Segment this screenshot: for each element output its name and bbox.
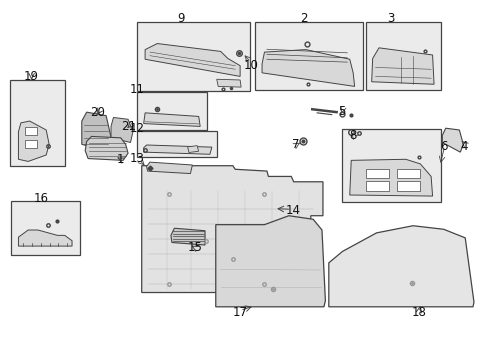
- Bar: [343, 129, 441, 202]
- Bar: [25, 140, 37, 148]
- Polygon shape: [142, 166, 324, 293]
- Bar: [11, 202, 80, 255]
- Text: 19: 19: [24, 70, 39, 83]
- Polygon shape: [442, 128, 463, 152]
- Polygon shape: [216, 216, 325, 307]
- Text: 9: 9: [177, 12, 184, 25]
- Bar: [137, 22, 250, 91]
- Polygon shape: [147, 162, 193, 174]
- Polygon shape: [329, 226, 474, 307]
- Polygon shape: [144, 145, 212, 154]
- Text: 21: 21: [122, 120, 137, 133]
- Text: 15: 15: [188, 241, 203, 255]
- Bar: [255, 22, 363, 90]
- Text: 20: 20: [91, 106, 105, 120]
- Text: 17: 17: [233, 306, 247, 319]
- Polygon shape: [19, 121, 49, 161]
- Polygon shape: [145, 44, 240, 76]
- Polygon shape: [350, 159, 433, 196]
- Polygon shape: [372, 48, 434, 84]
- Polygon shape: [144, 113, 200, 126]
- Text: 1: 1: [117, 153, 124, 166]
- Bar: [10, 80, 65, 166]
- Bar: [366, 22, 441, 90]
- Polygon shape: [85, 136, 128, 160]
- Text: 18: 18: [412, 306, 427, 319]
- Polygon shape: [19, 230, 72, 246]
- Text: 11: 11: [129, 84, 145, 96]
- Polygon shape: [171, 228, 205, 245]
- Text: 8: 8: [349, 129, 357, 142]
- Text: 14: 14: [285, 204, 300, 217]
- Text: 2: 2: [300, 12, 307, 25]
- Text: 7: 7: [293, 138, 300, 151]
- Bar: [25, 127, 37, 135]
- Text: 10: 10: [244, 59, 258, 72]
- Polygon shape: [262, 50, 355, 86]
- Bar: [397, 169, 420, 178]
- Polygon shape: [217, 79, 241, 87]
- Text: 6: 6: [440, 140, 447, 153]
- Bar: [137, 93, 207, 130]
- Bar: [137, 131, 217, 157]
- Text: 13: 13: [129, 152, 144, 165]
- Polygon shape: [82, 112, 111, 152]
- Text: 4: 4: [461, 140, 468, 153]
- Text: 5: 5: [338, 105, 345, 118]
- Bar: [397, 181, 420, 192]
- Bar: [188, 146, 198, 153]
- Text: 16: 16: [34, 192, 49, 205]
- Bar: [366, 169, 389, 178]
- Polygon shape: [111, 117, 133, 143]
- Bar: [366, 181, 389, 192]
- Text: 3: 3: [388, 12, 395, 25]
- Text: 12: 12: [129, 122, 145, 135]
